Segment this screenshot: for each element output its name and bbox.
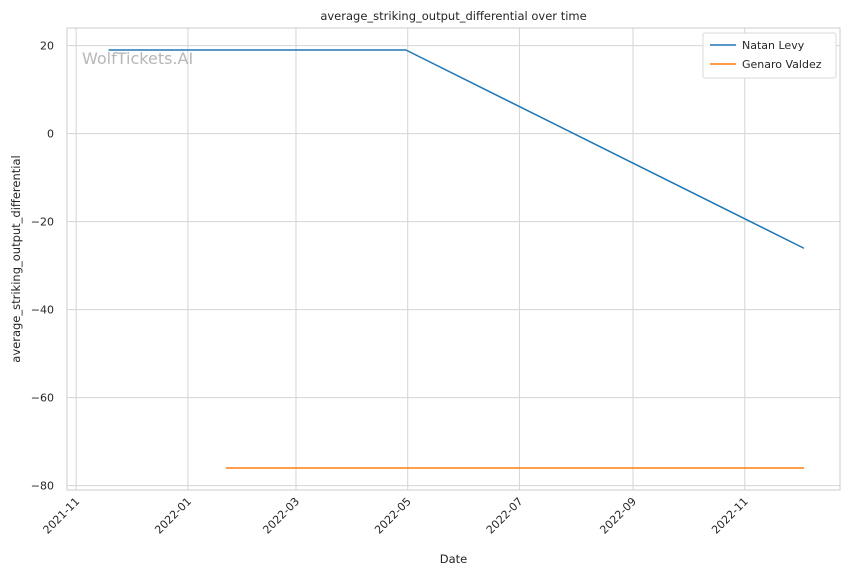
x-tick-label: 2022-11 [709,495,751,537]
legend-label-natan-levy: Natan Levy [742,39,805,52]
y-tick-label: 20 [40,40,54,53]
x-tick-label: 2022-03 [260,495,302,537]
x-tick-label: 2022-09 [597,495,639,537]
series-line-natan-levy [108,49,805,249]
chart-title: average_striking_output_differential ove… [320,9,586,23]
y-tick-label: −20 [31,216,54,229]
watermark-text: WolfTickets.AI [82,49,193,68]
legend-box [702,32,837,79]
y-axis-title: average_striking_output_differential [9,155,23,362]
y-tick-label: −80 [31,480,54,493]
x-tick-label: 2022-01 [152,495,194,537]
legend: Natan Levy Genaro Valdez [702,32,837,79]
y-tick-label: −60 [31,392,54,405]
x-axis-ticks: 2021-11 2022-01 2022-03 2022-05 2022-07 2022-… [41,495,751,537]
y-axis-ticks: 20 0 −20 −40 −60 −80 [31,40,54,493]
legend-label-genaro-valdez: Genaro Valdez [742,58,822,71]
y-tick-label: 0 [47,128,54,141]
series-lines [108,49,805,469]
y-tick-label: −40 [31,304,54,317]
x-tick-label: 2022-07 [484,495,526,537]
grid [67,28,840,490]
plot-area-frame [66,27,841,491]
x-tick-label: 2021-11 [41,495,83,537]
x-axis-title: Date [440,552,468,566]
x-tick-label: 2022-05 [372,495,414,537]
